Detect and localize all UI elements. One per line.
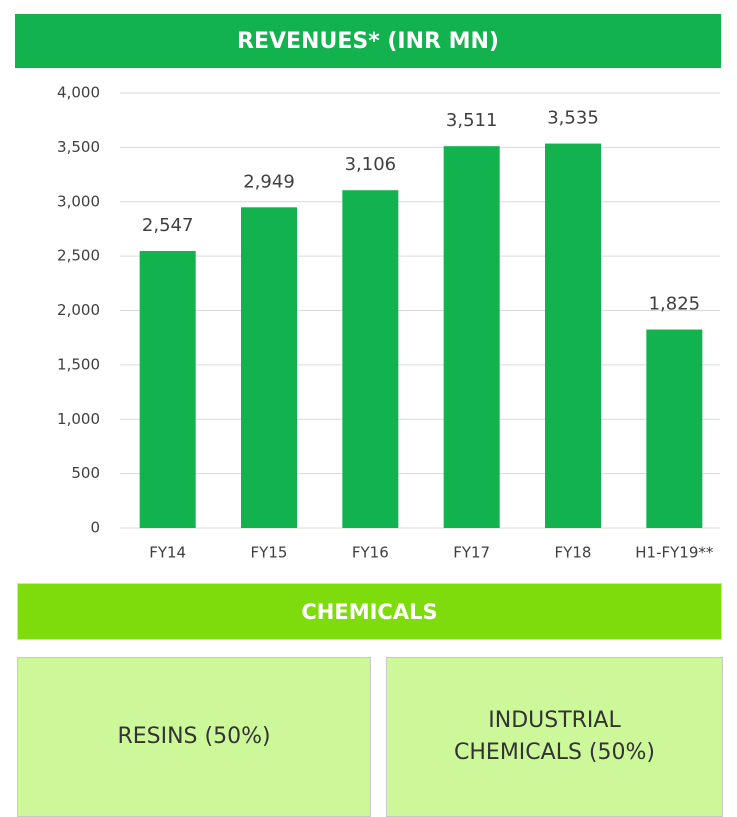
bar bbox=[545, 143, 601, 528]
bar bbox=[342, 190, 399, 528]
y-tick-label: 3,000 bbox=[57, 192, 100, 210]
y-tick-label: 1,000 bbox=[57, 410, 100, 428]
x-tick-label: FY14 bbox=[149, 544, 186, 562]
data-label: 3,511 bbox=[446, 110, 498, 131]
x-tick-label: H1-FY19** bbox=[635, 544, 714, 562]
chart-title: REVENUES* (INR MN) bbox=[15, 14, 721, 68]
x-tick-label: FY15 bbox=[251, 544, 288, 562]
x-tick-label: FY17 bbox=[453, 544, 490, 562]
y-tick-label: 3,500 bbox=[57, 138, 100, 156]
segment-box: INDUSTRIAL CHEMICALS (50%) bbox=[386, 657, 723, 817]
x-tick-label: FY18 bbox=[555, 544, 592, 562]
chart: 0 500 1,000 1,500 2,000 2,500 3,000 3,500 4,000 F… bbox=[57, 84, 720, 562]
y-tick-label: 4,000 bbox=[57, 84, 100, 102]
data-label: 3,535 bbox=[547, 108, 599, 129]
y-tick-label: 2,000 bbox=[57, 301, 100, 319]
bar bbox=[139, 251, 196, 529]
bar bbox=[646, 329, 703, 528]
data-label: 2,547 bbox=[142, 215, 194, 236]
x-tick-label: FY16 bbox=[352, 544, 389, 562]
data-label: 1,825 bbox=[649, 294, 701, 315]
section-title: CHEMICALS bbox=[17, 583, 722, 640]
segment-box: RESINS (50%) bbox=[17, 657, 371, 817]
y-tick-label: 0 bbox=[90, 519, 100, 537]
y-tick-label: 2,500 bbox=[57, 247, 100, 265]
data-label: 2,949 bbox=[243, 171, 295, 192]
y-tick-label: 500 bbox=[71, 464, 100, 482]
y-tick-label: 1,500 bbox=[57, 355, 100, 373]
data-label: 3,106 bbox=[345, 154, 397, 175]
bar bbox=[241, 207, 297, 528]
bar bbox=[443, 146, 500, 528]
